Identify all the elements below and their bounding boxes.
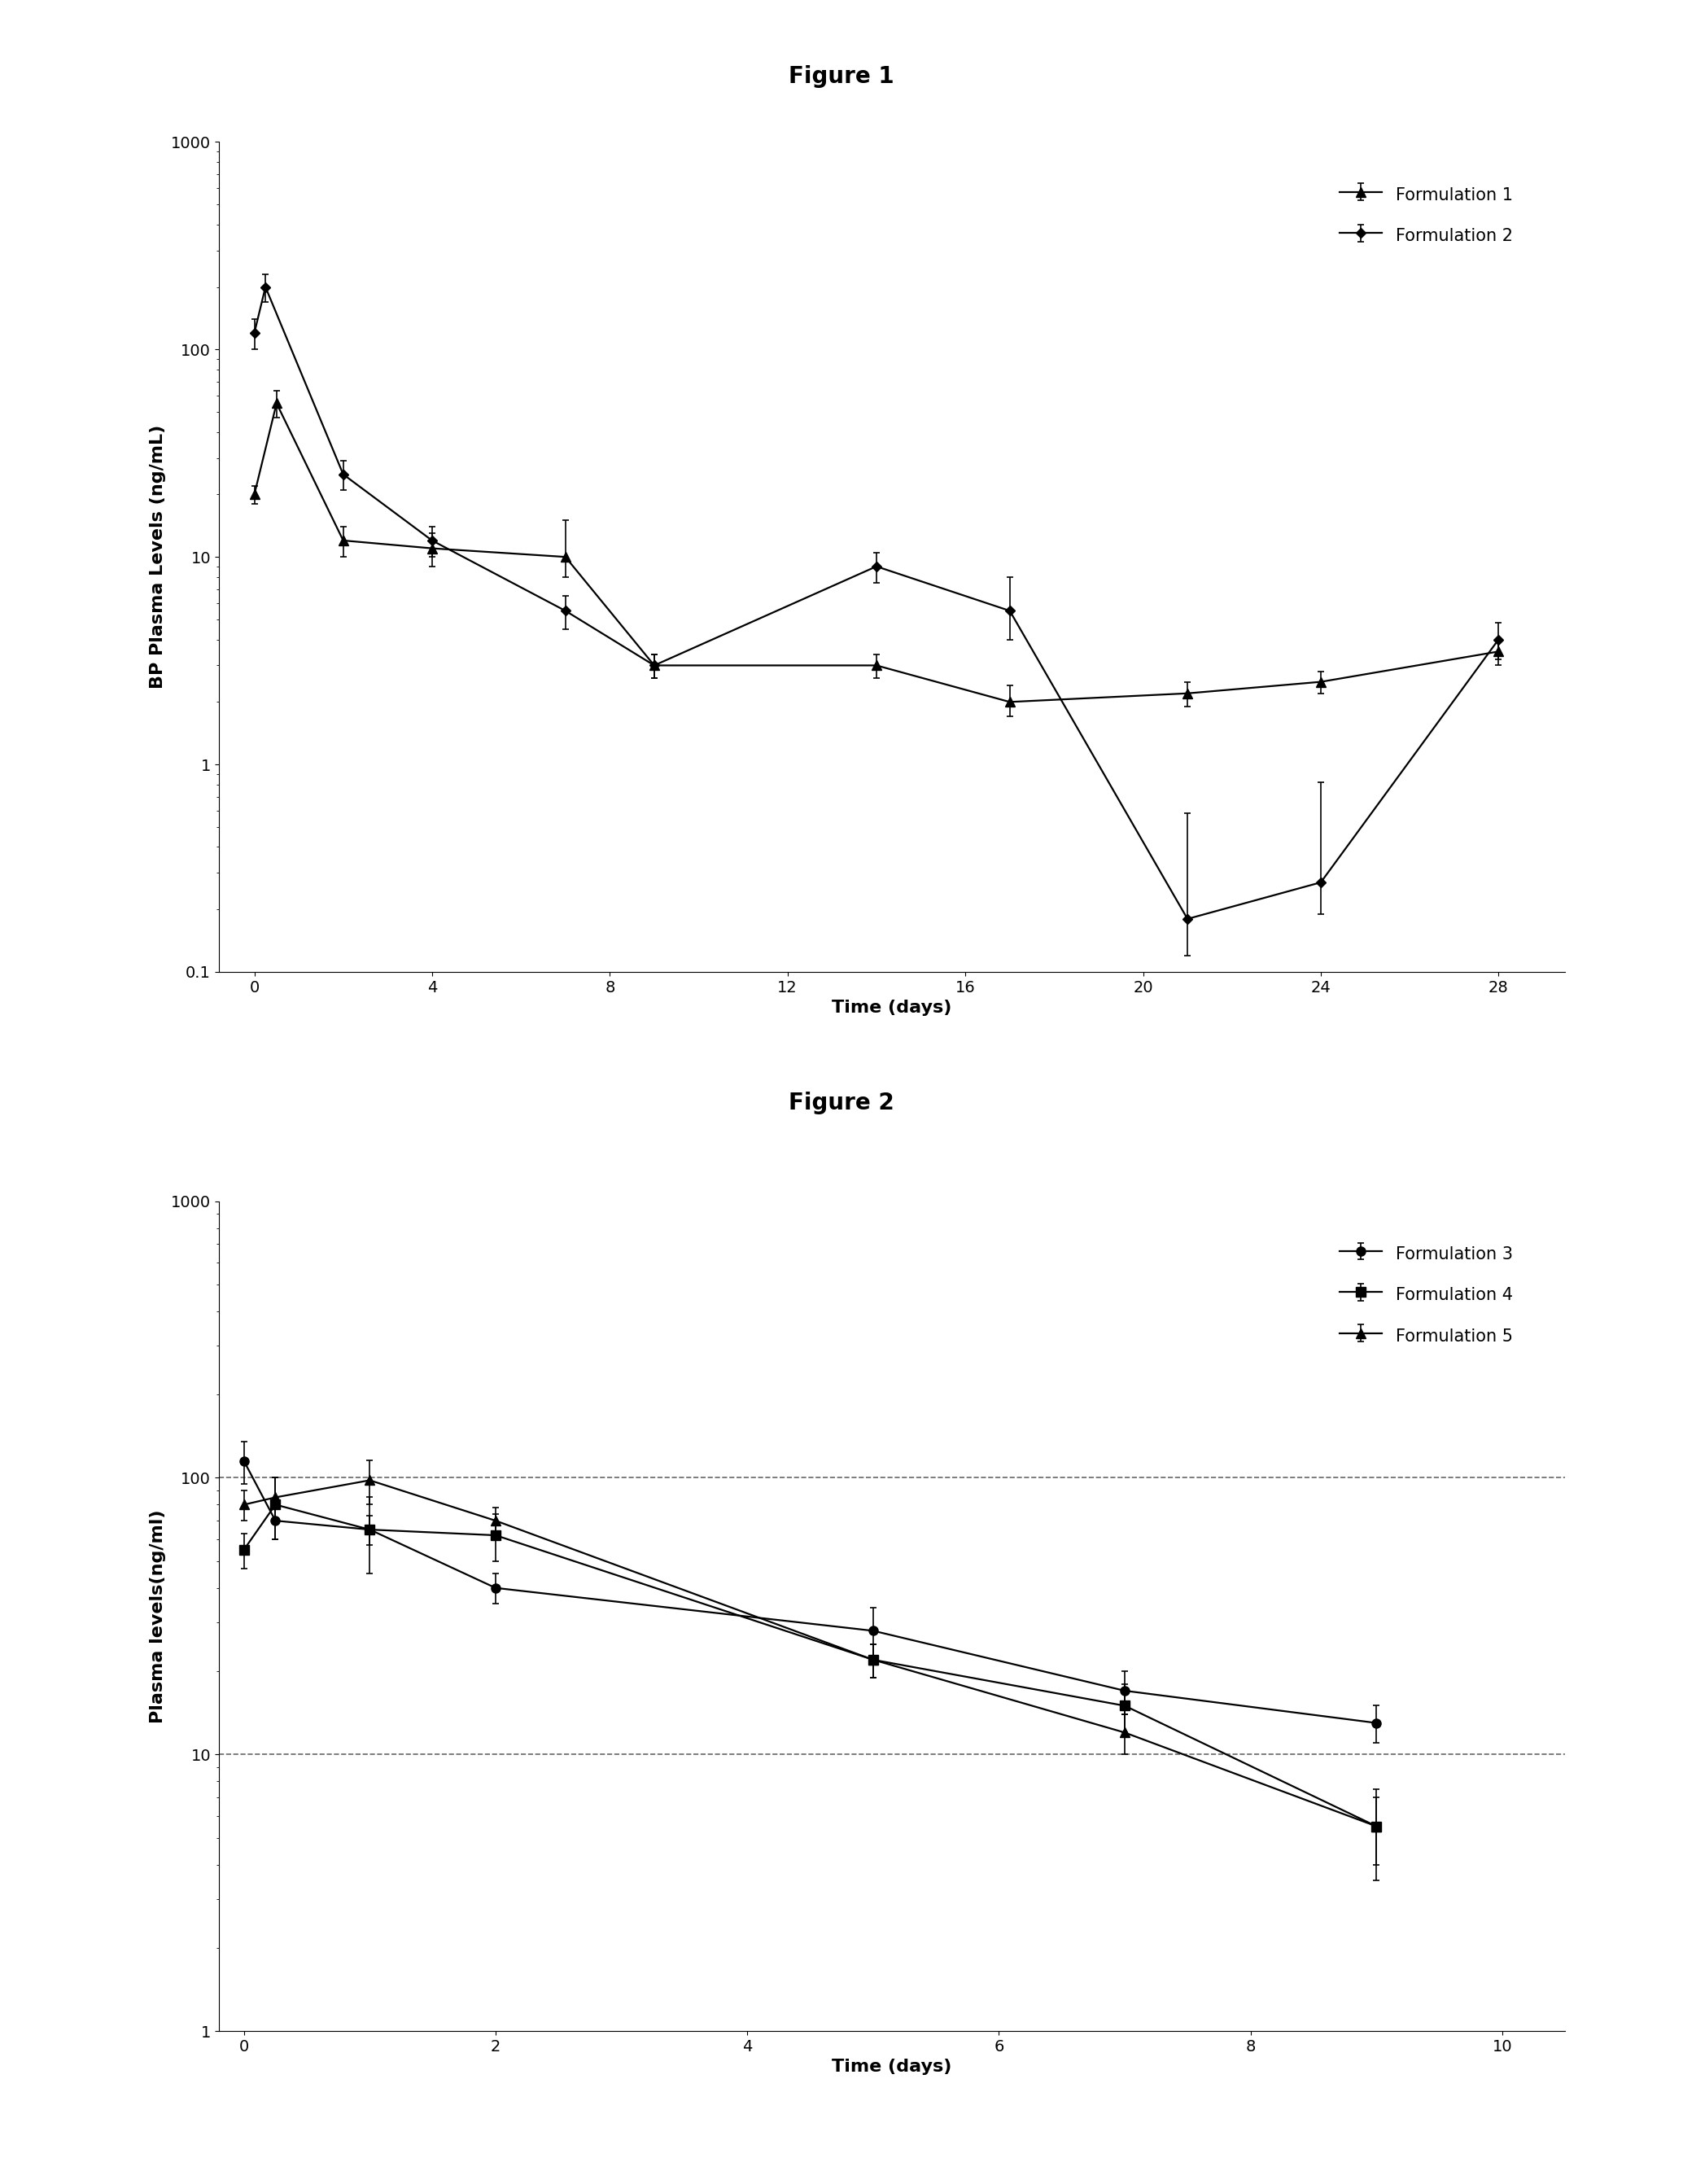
Legend: Formulation 1, Formulation 2: Formulation 1, Formulation 2 xyxy=(1323,166,1530,262)
X-axis label: Time (days): Time (days) xyxy=(831,2060,953,2075)
Text: Figure 2: Figure 2 xyxy=(789,1092,894,1114)
Legend: Formulation 3, Formulation 4, Formulation 5: Formulation 3, Formulation 4, Formulatio… xyxy=(1323,1225,1530,1363)
X-axis label: Time (days): Time (days) xyxy=(831,1000,953,1016)
Text: Figure 1: Figure 1 xyxy=(789,66,894,87)
Y-axis label: Plasma levels(ng/ml): Plasma levels(ng/ml) xyxy=(150,1509,167,1723)
Y-axis label: BP Plasma Levels (ng/mL): BP Plasma Levels (ng/mL) xyxy=(150,426,167,688)
